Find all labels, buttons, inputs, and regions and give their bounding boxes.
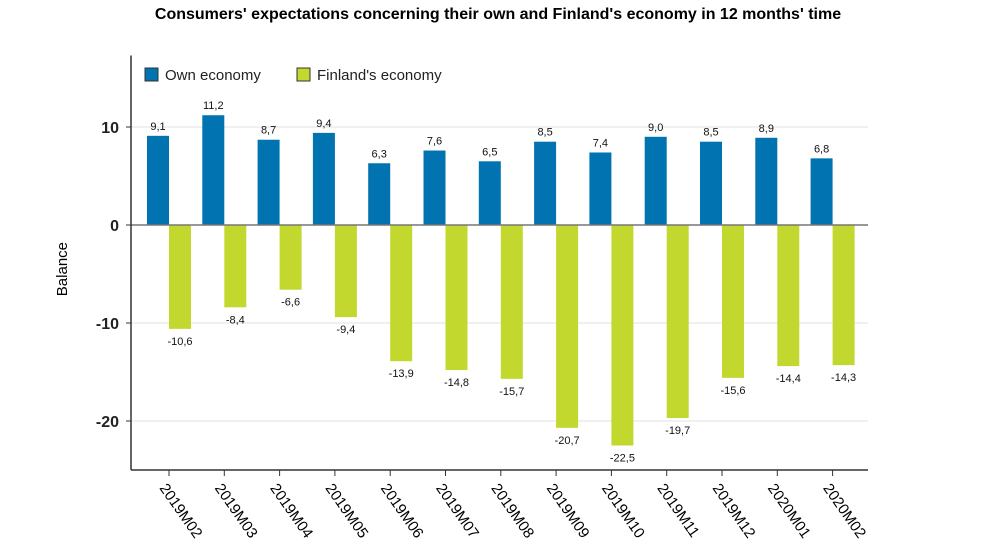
bar-own-economy <box>368 163 391 225</box>
bar-finland-economy <box>500 225 523 379</box>
legend-swatch <box>296 67 311 82</box>
data-label: 6,5 <box>482 146 497 158</box>
x-tick-label: 2019M11 <box>653 481 702 541</box>
y-tick-label: 0 <box>110 218 119 235</box>
x-tick-label: 2019M09 <box>543 481 593 542</box>
data-label: 7,6 <box>427 136 442 148</box>
y-tick-label: -10 <box>96 316 119 333</box>
data-label: -20,7 <box>555 435 580 447</box>
bar-finland-economy <box>777 225 800 367</box>
bar-finland-economy <box>832 225 855 366</box>
x-tick-label: 2019M08 <box>488 481 538 542</box>
bar-own-economy <box>810 158 833 225</box>
data-label: 9,0 <box>648 122 663 134</box>
legend-label: Own economy <box>165 67 261 84</box>
bar-finland-economy <box>445 225 468 371</box>
bar-own-economy <box>423 150 446 225</box>
data-label: -14,4 <box>776 373 801 385</box>
bar-own-economy <box>202 115 225 225</box>
bar-own-economy <box>644 136 667 225</box>
bar-finland-economy <box>722 225 744 378</box>
data-label: 6,8 <box>814 143 829 155</box>
data-label: -15,7 <box>499 386 524 398</box>
bar-own-economy <box>700 141 722 225</box>
data-label: -8,4 <box>226 314 245 326</box>
data-label: 9,1 <box>150 121 165 133</box>
bar-own-economy <box>755 137 778 225</box>
bar-finland-economy <box>611 225 634 446</box>
data-label: -22,5 <box>610 453 635 465</box>
x-tick-label: 2020M02 <box>819 481 869 542</box>
chart-title: Consumers' expectations concerning their… <box>154 6 842 23</box>
bar-finland-economy <box>169 225 191 329</box>
data-label: 7,4 <box>593 137 608 149</box>
bar-own-economy <box>257 139 280 225</box>
x-tick-label: 2020M01 <box>764 481 814 542</box>
x-tick-label: 2019M03 <box>211 481 261 542</box>
bar-finland-economy <box>666 225 689 419</box>
legend-swatch <box>144 67 159 82</box>
bar-own-economy <box>312 132 335 225</box>
data-label: -6,6 <box>281 297 300 309</box>
data-label: -13,9 <box>389 368 414 380</box>
bar-own-economy <box>478 161 501 225</box>
x-tick-label: 2019M06 <box>377 481 427 542</box>
data-label: 9,4 <box>316 118 331 130</box>
data-label: 8,5 <box>537 127 552 139</box>
x-tick-label: 2019M05 <box>322 481 372 542</box>
x-tick-label: 2019M02 <box>156 481 206 542</box>
y-tick-label: 10 <box>101 120 119 137</box>
data-label: 8,7 <box>261 125 276 137</box>
x-tick-label: 2019M10 <box>598 481 648 542</box>
data-label: 8,9 <box>759 123 774 135</box>
bar-own-economy <box>147 135 169 225</box>
bar-finland-economy <box>224 225 247 308</box>
y-tick-label: -20 <box>96 414 119 431</box>
data-label: -14,8 <box>444 377 469 389</box>
bar-own-economy <box>534 141 557 225</box>
x-tick-label: 2019M07 <box>432 481 482 542</box>
data-label: 6,3 <box>372 148 387 160</box>
bar-finland-economy <box>390 225 413 362</box>
bar-finland-economy <box>334 225 357 318</box>
y-axis-label: Balance <box>54 242 71 296</box>
data-label: -15,6 <box>720 385 745 397</box>
bar-finland-economy <box>556 225 579 428</box>
x-tick-label: 2019M04 <box>266 481 316 542</box>
data-label: -14,3 <box>831 372 856 384</box>
data-label: 11,2 <box>203 100 224 112</box>
data-label: -19,7 <box>665 425 690 437</box>
bar-finland-economy <box>279 225 302 290</box>
data-label: -9,4 <box>336 324 355 336</box>
data-label: 8,5 <box>703 127 718 139</box>
data-label: -10,6 <box>167 336 192 348</box>
legend-label: Finland's economy <box>317 67 442 84</box>
x-tick-label: 2019M12 <box>709 481 759 542</box>
bar-own-economy <box>589 152 612 225</box>
